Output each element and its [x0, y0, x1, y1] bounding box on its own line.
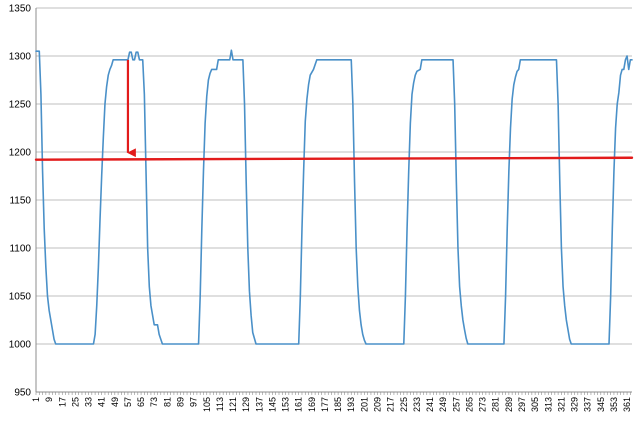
x-tick-label: 249 — [438, 397, 448, 412]
x-tick-label: 41 — [97, 397, 107, 407]
x-tick-label: 49 — [110, 397, 120, 407]
x-tick-label: 337 — [583, 397, 593, 412]
x-tick-label: 9 — [44, 397, 54, 402]
x-tick-label: 233 — [412, 397, 422, 412]
x-tick-label: 345 — [596, 397, 606, 412]
x-tick-label: 281 — [491, 397, 501, 412]
x-tick-label: 321 — [556, 397, 566, 412]
x-tick-label: 17 — [57, 397, 67, 407]
x-tick-label: 1 — [31, 397, 41, 402]
x-tick-label: 153 — [281, 397, 291, 412]
x-tick-label: 217 — [386, 397, 396, 412]
y-tick-label: 1000 — [9, 340, 32, 351]
x-tick-label: 145 — [267, 397, 277, 412]
x-tick-label: 225 — [399, 397, 409, 412]
x-tick-label: 161 — [294, 397, 304, 412]
x-tick-label: 65 — [136, 397, 146, 407]
x-tick-label: 73 — [149, 397, 159, 407]
x-tick-label: 185 — [333, 397, 343, 412]
x-tick-label: 57 — [123, 397, 133, 407]
x-tick-label: 89 — [175, 397, 185, 407]
series-lines — [34, 49, 634, 345]
x-tick-label: 265 — [464, 397, 474, 412]
y-tick-label: 1050 — [9, 292, 32, 303]
x-tick-label: 209 — [373, 397, 383, 412]
x-tick-label: 297 — [517, 397, 527, 412]
x-tick-label: 113 — [215, 397, 225, 411]
x-tick-label: 97 — [189, 397, 199, 407]
x-tick-label: 105 — [202, 397, 212, 412]
series-line-red — [34, 156, 634, 161]
x-tick-label: 289 — [504, 397, 514, 412]
x-axis-tick-labels: 1 9 17 25 33 41 49 57 65 73 81 89 97 105 113 121 129 137 1… — [31, 397, 632, 412]
x-tick-label: 241 — [425, 397, 435, 412]
x-tick-label: 33 — [84, 397, 94, 407]
x-tick-label: 177 — [320, 397, 330, 412]
x-tick-label: 81 — [162, 397, 172, 407]
y-tick-label: 1300 — [9, 52, 32, 63]
x-tick-label: 201 — [359, 397, 369, 412]
y-tick-label: 1100 — [9, 244, 31, 255]
x-tick-label: 193 — [346, 397, 356, 412]
x-tick-label: 353 — [609, 397, 619, 412]
x-tick-label: 305 — [530, 397, 540, 412]
y-axis-tick-labels: 950 1000 1050 1100 1150 1200 1250 1300 1350 — [9, 4, 32, 399]
y-tick-label: 950 — [14, 388, 31, 399]
x-tick-label: 25 — [70, 397, 80, 407]
x-tick-label: 361 — [622, 397, 632, 412]
gridlines — [36, 7, 632, 393]
y-tick-label: 1250 — [9, 100, 32, 111]
x-tick-label: 329 — [570, 397, 580, 412]
axes — [35, 8, 632, 395]
series-line-blue — [35, 49, 633, 345]
y-tick-label: 1350 — [9, 4, 32, 15]
x-tick-label: 169 — [307, 397, 317, 412]
x-tick-label: 137 — [254, 397, 264, 412]
x-tick-label: 121 — [228, 397, 238, 412]
y-tick-label: 1200 — [9, 148, 32, 159]
x-tick-label: 129 — [241, 397, 251, 412]
y-tick-label: 1150 — [9, 196, 31, 207]
x-tick-label: 313 — [543, 397, 553, 412]
x-tick-label: 273 — [478, 397, 488, 412]
x-tick-label: 257 — [451, 397, 461, 412]
